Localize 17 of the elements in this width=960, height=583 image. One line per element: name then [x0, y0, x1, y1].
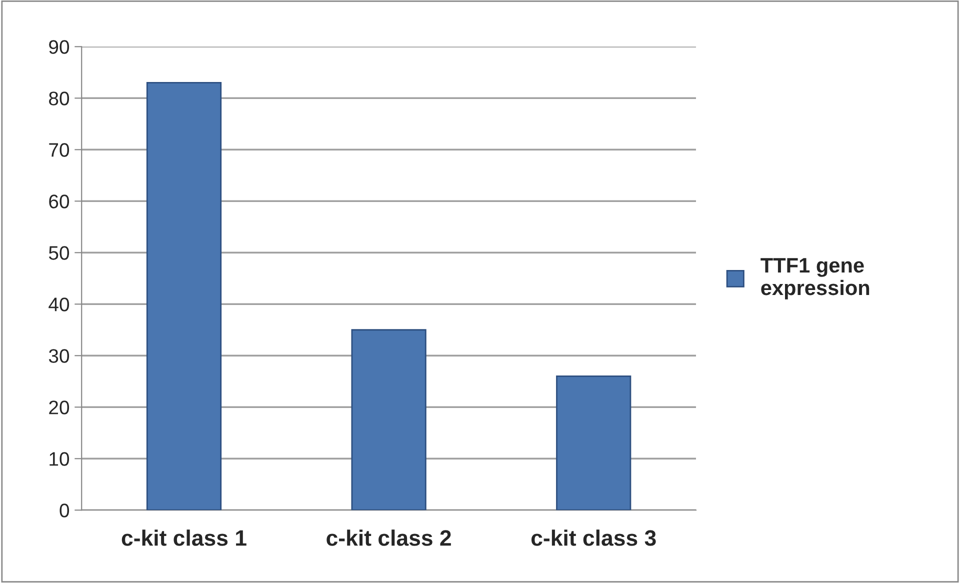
y-tick-label: 80 [49, 92, 70, 106]
y-tick-label: 40 [48, 298, 70, 312]
x-tick-label: c-kit class 3 [531, 530, 656, 546]
bar [146, 82, 222, 510]
y-tick-label: 30 [48, 349, 70, 363]
x-tick-label: c-kit class 1 [122, 530, 246, 546]
y-tick-label: 60 [49, 194, 70, 208]
y-tick-label: 10 [50, 452, 70, 466]
y-tick-label: 0 [60, 504, 70, 518]
legend-label: TTF1 gene expression [760, 258, 870, 300]
y-tick-label: 90 [49, 40, 70, 54]
y-tick-label: 70 [49, 143, 70, 157]
bar [351, 329, 426, 510]
x-tick-label: c-kit class 2 [326, 530, 451, 546]
y-tick-label: 20 [49, 400, 70, 414]
bar [556, 376, 632, 510]
y-tick-label: 50 [48, 246, 70, 260]
